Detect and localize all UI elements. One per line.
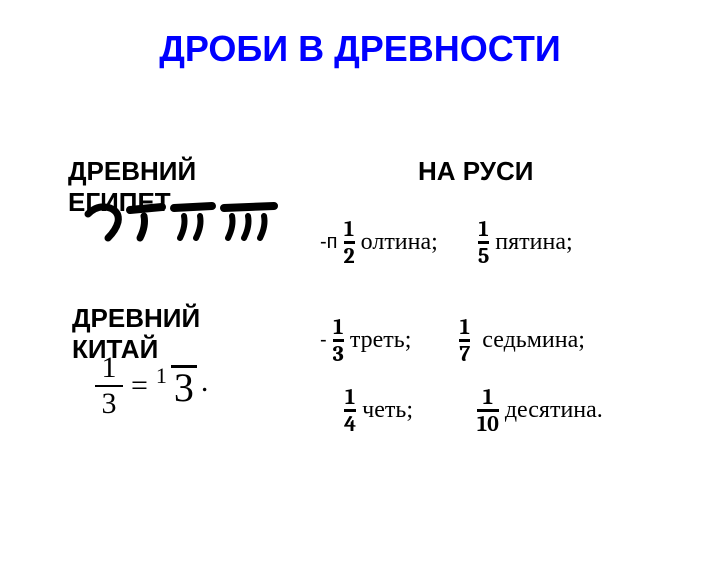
row3-a-fraction: 1 4 (344, 386, 356, 435)
row1-b-den: 5 (478, 244, 489, 267)
row3-b-word: десятина. (505, 397, 603, 424)
china-left-num: 1 (102, 353, 117, 385)
title-text: ДРОБИ В ДРЕВНОСТИ (159, 28, 561, 69)
row1-a-num: 1 (344, 218, 354, 241)
row2-a-den: 3 (333, 342, 344, 365)
row3-b-fraction: 1 10 (477, 386, 499, 435)
china-dot: . (201, 365, 209, 399)
china-eq: = (131, 369, 148, 403)
row1-a-prefix: -п (320, 231, 338, 254)
row1-b-fraction: 1 5 (478, 218, 489, 267)
row1-b-word: пятина; (495, 229, 572, 256)
row1-a-fraction: 1 2 (344, 218, 355, 267)
egypt-glyphs (80, 198, 280, 253)
row3-b-num: 1 (483, 386, 493, 409)
row2-a-num: 1 (333, 316, 343, 339)
china-left-den: 3 (102, 387, 117, 419)
row2-b-den: 7 (459, 342, 470, 365)
rus-row-1: -п 1 2 олтина; 1 5 пятина; (320, 218, 573, 267)
row1-a-word: олтина; (361, 229, 438, 256)
rus-row-2: - 1 3 треть; 1 7 седьмина; (320, 316, 585, 365)
row3-a-word: четь; (362, 397, 413, 424)
row2-b-num: 1 (460, 316, 470, 339)
rus-row-3: 1 4 четь; 1 10 десятина. (344, 386, 603, 435)
row1-a-den: 2 (344, 244, 355, 267)
heading-rus-text: НА РУСИ (418, 156, 533, 186)
china-formula: 1 3 = 1 3 . (95, 353, 208, 419)
china-right-fraction: 1 3 . (156, 365, 209, 407)
row2-a-prefix: - (320, 329, 327, 352)
row2-b-word: седьмина; (482, 327, 585, 354)
china-right-small: 1 (156, 363, 167, 389)
china-right-big: 3 (171, 365, 197, 406)
row2-a-word: треть; (350, 327, 412, 354)
page-title: ДРОБИ В ДРЕВНОСТИ (0, 28, 720, 70)
row1-b-num: 1 (479, 218, 489, 241)
row3-a-num: 1 (345, 386, 355, 409)
china-left-fraction: 1 3 (95, 353, 123, 419)
row3-a-den: 4 (344, 412, 356, 435)
row2-a-fraction: 1 3 (333, 316, 344, 365)
row2-b-fraction: 1 7 (459, 316, 470, 365)
heading-rus: НА РУСИ (418, 156, 533, 187)
row3-b-den: 10 (477, 412, 499, 435)
